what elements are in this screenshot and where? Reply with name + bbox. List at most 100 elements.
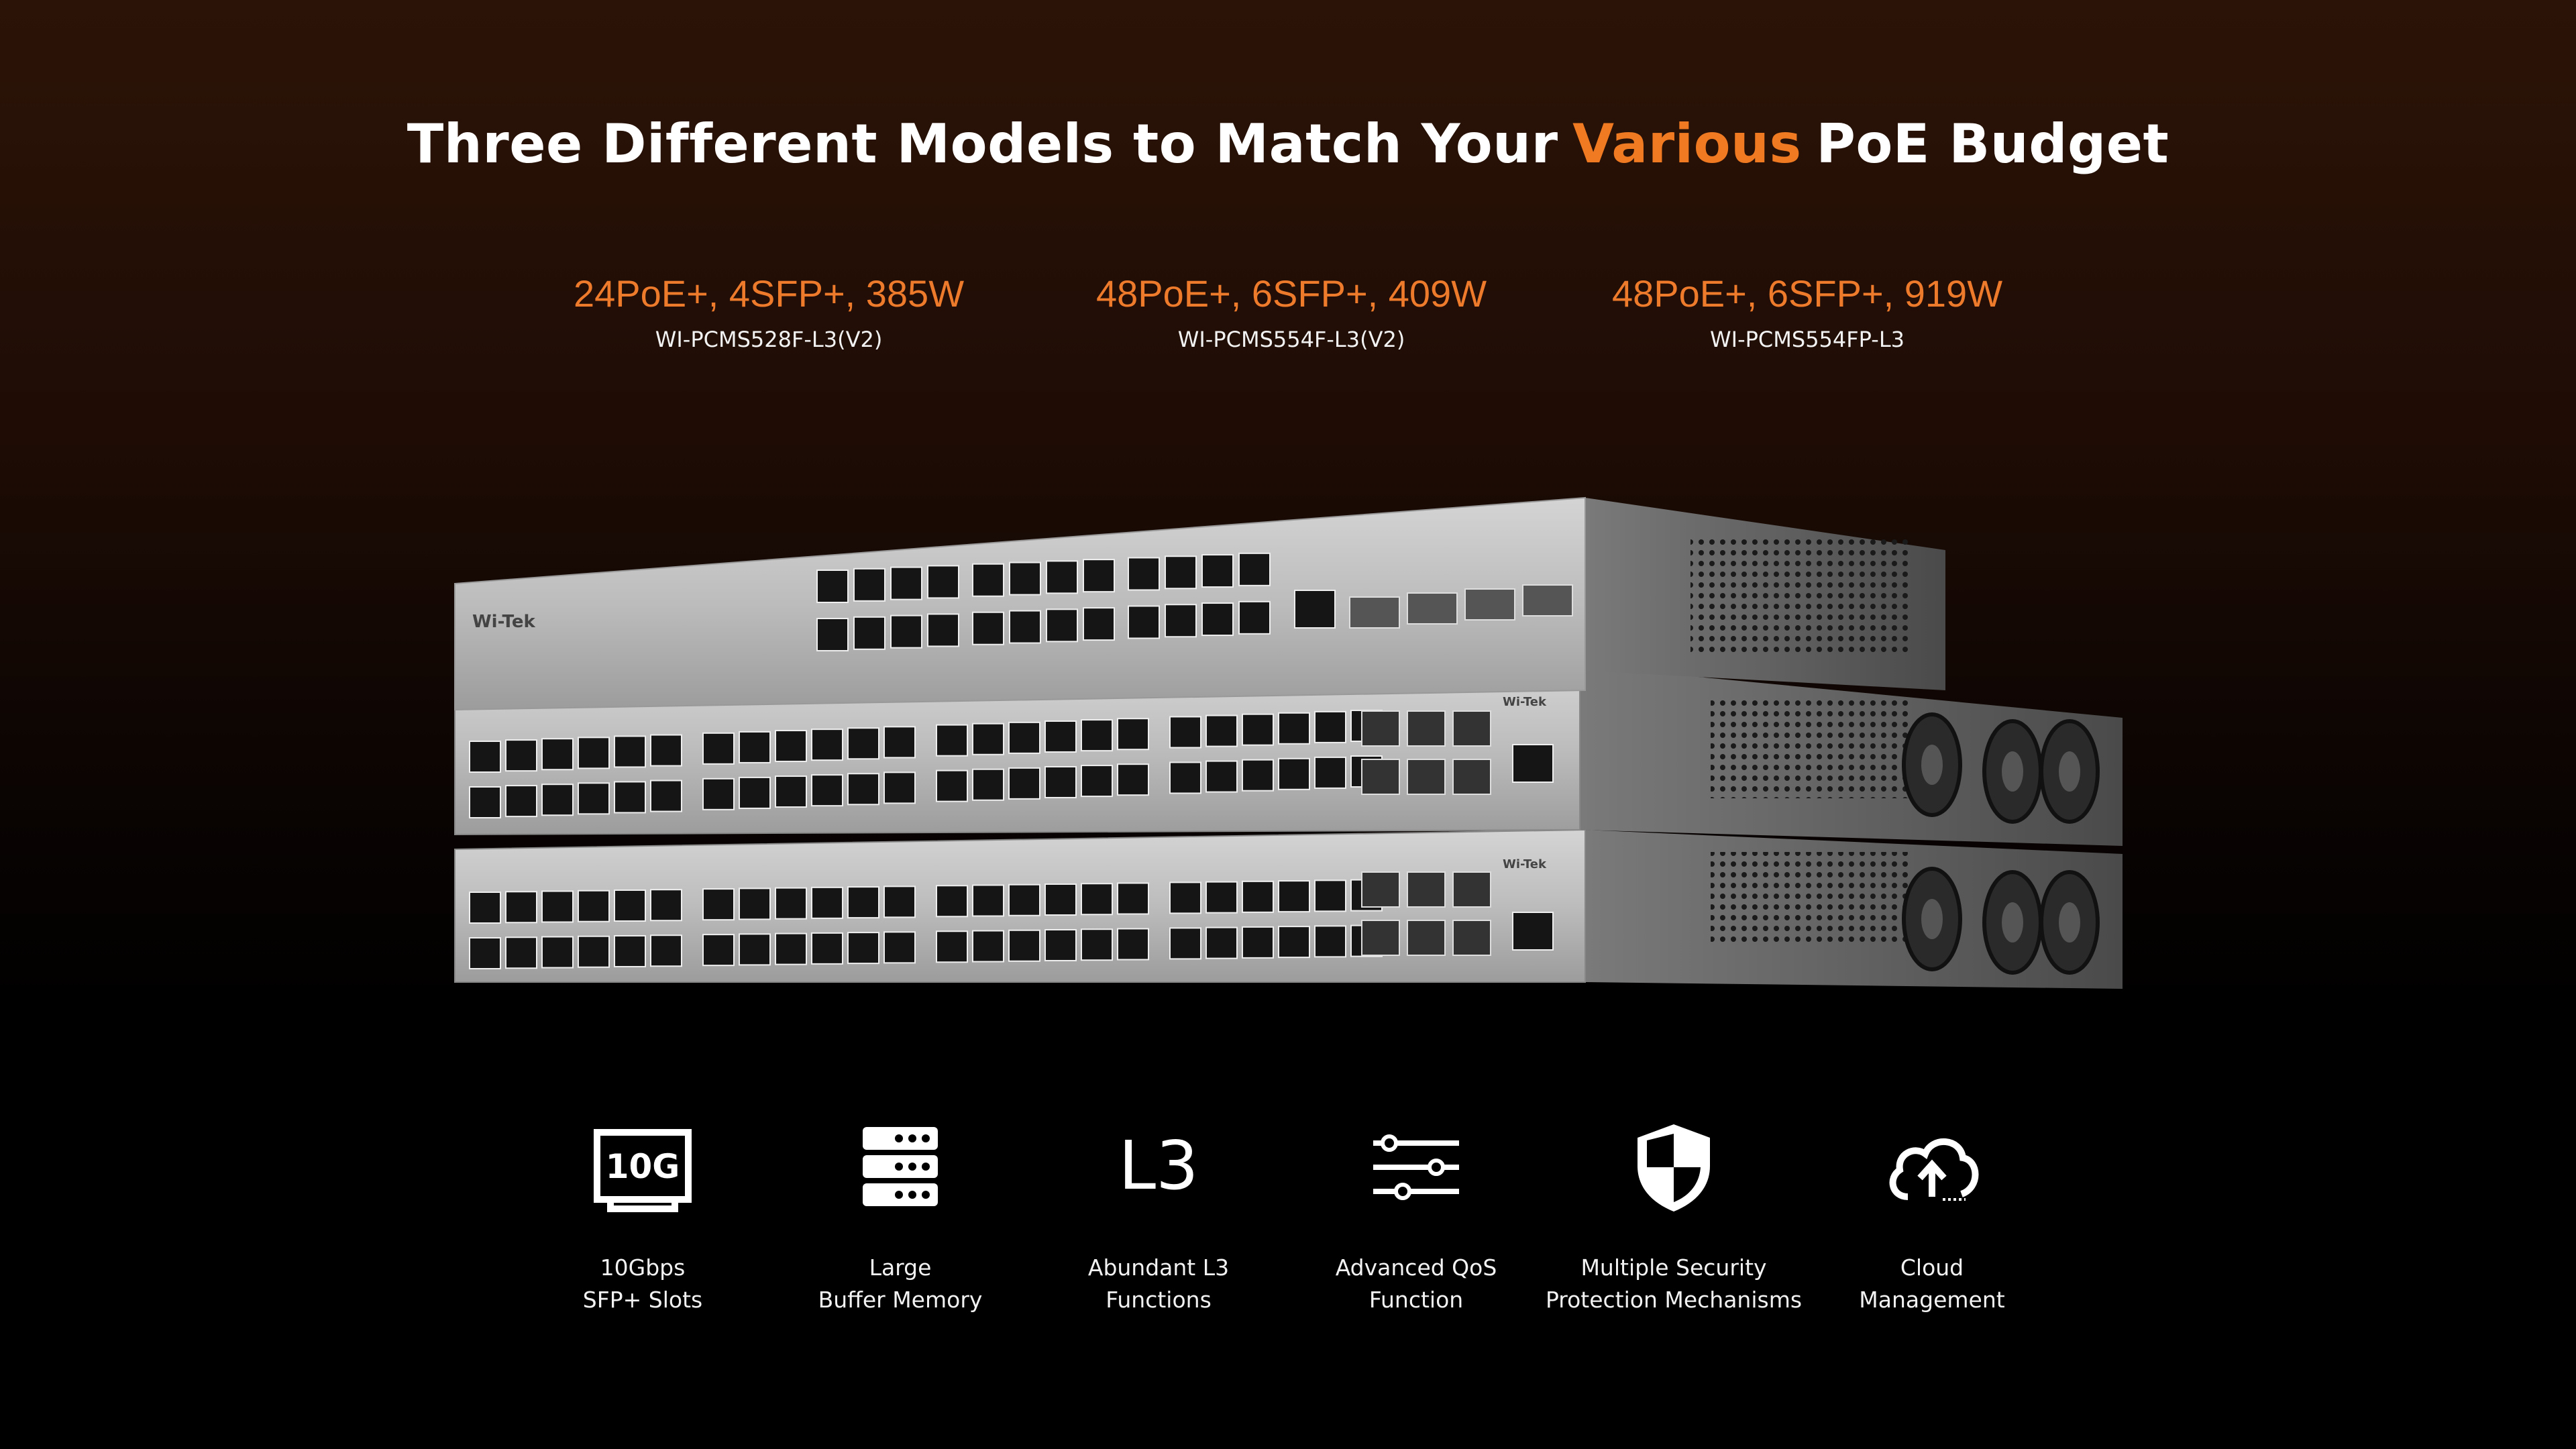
- port: [614, 889, 646, 922]
- port: [883, 931, 916, 964]
- decoration: [922, 1191, 930, 1199]
- port: [1294, 590, 1336, 629]
- port: [972, 884, 1004, 917]
- port: [739, 933, 771, 966]
- feature-icon: L3: [1118, 1126, 1198, 1205]
- switch-logo: Wi-Tek: [1503, 857, 1547, 871]
- port: [1238, 600, 1271, 635]
- port: [614, 735, 646, 768]
- decoration: [1711, 852, 1912, 946]
- fan-hub: [2059, 902, 2080, 943]
- port: [853, 616, 885, 650]
- port: [1314, 879, 1346, 912]
- port: [1242, 713, 1274, 746]
- model: 48PoE+, 6SFP+, 919W WI-PCMS554FP-L3: [1505, 272, 2109, 352]
- port: [811, 932, 843, 965]
- port: [1117, 763, 1149, 796]
- port: [1242, 880, 1274, 913]
- port: [1314, 925, 1346, 958]
- model-name: WI-PCMS554F-L3(V2): [1177, 327, 1405, 352]
- port: [739, 776, 771, 809]
- port: [1081, 719, 1113, 752]
- port: [469, 892, 501, 924]
- sfp-slot: [1361, 920, 1400, 956]
- port: [847, 727, 879, 760]
- port: [1314, 710, 1346, 743]
- sfp-slot: [1407, 710, 1446, 747]
- feature: L3 Abundant L3 Functions: [1018, 1114, 1299, 1316]
- port: [1083, 559, 1115, 593]
- port: [578, 935, 610, 968]
- port: [1314, 756, 1346, 789]
- port: [883, 885, 916, 918]
- fan-hub: [1921, 745, 1943, 785]
- port: [739, 888, 771, 920]
- port: [853, 568, 885, 602]
- port: [1044, 765, 1077, 798]
- port: [541, 936, 574, 969]
- model-spec: 24PoE+, 4SFP+, 385W: [573, 272, 965, 315]
- port: [972, 722, 1004, 755]
- decoration: [1394, 1183, 1411, 1200]
- port: [1117, 928, 1149, 961]
- fan-hub: [2002, 902, 2023, 943]
- port: [1044, 720, 1077, 753]
- port: [650, 889, 682, 922]
- port: [936, 930, 968, 963]
- port: [1242, 759, 1274, 792]
- port: [936, 885, 968, 918]
- feature: Advanced QoS Function: [1275, 1114, 1557, 1316]
- model: 24PoE+, 4SFP+, 385W WI-PCMS528F-L3(V2): [467, 272, 1071, 352]
- port: [1008, 929, 1040, 962]
- feature-label-line: Large: [869, 1254, 932, 1281]
- port: [1009, 561, 1041, 596]
- decoration: [1381, 1134, 1398, 1152]
- decoration: [454, 496, 1586, 711]
- feature-label-line: Abundant L3: [1087, 1254, 1230, 1281]
- port: [541, 890, 574, 923]
- port: [1201, 554, 1234, 588]
- port: [469, 786, 501, 818]
- icon-text: 10G: [606, 1147, 680, 1186]
- fan-hub: [1921, 899, 1943, 939]
- feature-label-line: Protection Mechanisms: [1545, 1287, 1803, 1313]
- sfp-slot: [1452, 710, 1491, 747]
- port: [811, 886, 843, 919]
- feature-label: Advanced QoS Function: [1275, 1252, 1557, 1316]
- port: [972, 611, 1004, 645]
- port: [1242, 926, 1274, 959]
- sfp-slot: [1452, 759, 1491, 795]
- port: [1081, 928, 1113, 961]
- feature-label-line: Buffer Memory: [818, 1287, 983, 1313]
- port: [1205, 881, 1238, 914]
- feature-label-line: Advanced QoS: [1335, 1254, 1497, 1281]
- feature-icon: [1373, 1134, 1459, 1200]
- feature-label-line: Function: [1368, 1287, 1464, 1313]
- decoration: [908, 1163, 916, 1171]
- sfp-slot: [1407, 871, 1446, 908]
- port: [1046, 608, 1078, 643]
- decoration: [895, 1191, 903, 1199]
- headline-text: Three Different Models to Match Your: [407, 113, 1558, 175]
- port: [890, 614, 922, 649]
- port: [1278, 926, 1310, 959]
- fan-hub: [2002, 751, 2023, 792]
- port: [1128, 557, 1160, 591]
- decoration: [1711, 698, 1912, 798]
- model-name: WI-PCMS528F-L3(V2): [655, 327, 883, 352]
- port: [505, 785, 537, 818]
- port: [1169, 927, 1201, 960]
- port: [469, 937, 501, 969]
- port: [702, 732, 735, 765]
- feature-icon: [1638, 1124, 1710, 1212]
- port: [847, 773, 879, 806]
- sfp-slot: [1361, 710, 1400, 747]
- feature-label: Abundant L3 Functions: [1018, 1252, 1299, 1316]
- port: [1083, 607, 1115, 641]
- port: [650, 934, 682, 967]
- decoration: [922, 1134, 930, 1142]
- port: [775, 887, 807, 920]
- decoration: [1428, 1159, 1445, 1176]
- icon-text: L3: [1118, 1126, 1198, 1205]
- port: [1128, 605, 1160, 639]
